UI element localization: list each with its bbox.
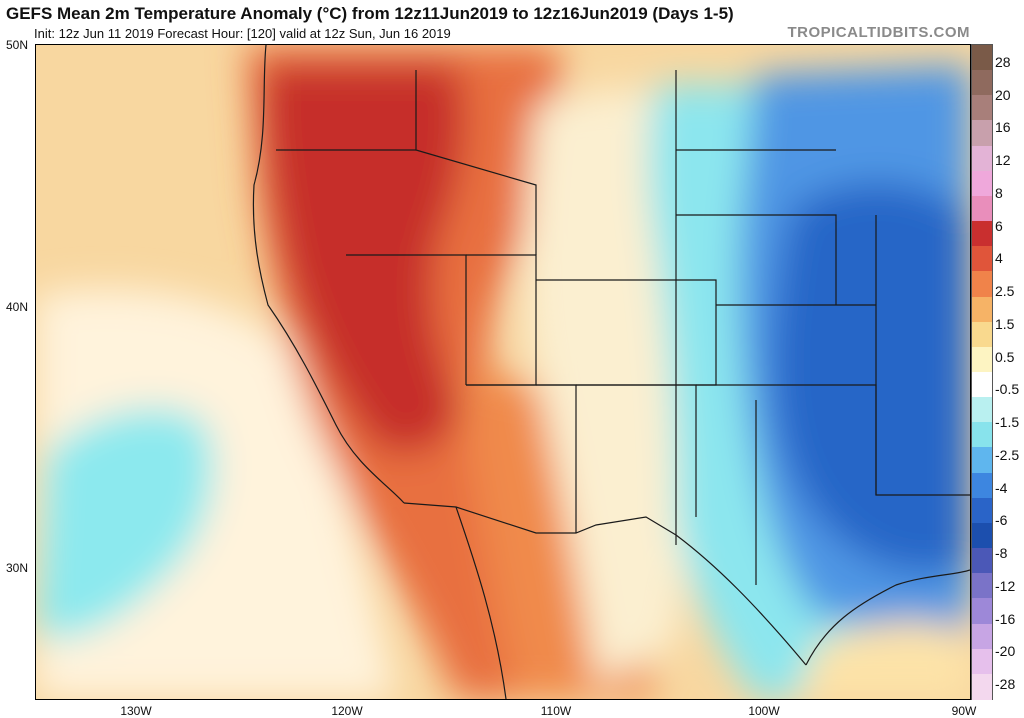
colorbar-swatch [972,321,992,348]
lon-label-130w: 130W [120,704,152,718]
lon-label-110w: 110W [540,704,572,718]
colorbar-swatch [972,497,992,524]
west-coastline [252,45,405,504]
colorbar-swatch [972,472,992,499]
colorbar-swatch [972,422,992,449]
temperature-anomaly-map [35,44,971,700]
colorbar-swatch [972,598,992,625]
colorbar-label: 28 [995,54,1011,70]
lon-label-120w: 120W [331,704,363,718]
map-title: GEFS Mean 2m Temperature Anomaly (°C) fr… [6,4,734,23]
colorbar-label: 12 [995,152,1011,169]
colorbar [971,44,993,700]
colorbar-label: 8 [995,184,1003,201]
colorbar-swatch [972,346,992,373]
colorbar-swatch [972,623,992,650]
colorbar-swatch [972,522,992,549]
lat-label-50n: 50N [6,38,29,52]
colorbar-swatch [972,548,992,574]
colorbar-swatch [972,70,992,96]
colorbar-label: -4 [995,479,1008,496]
colorbar-swatch [972,296,992,323]
colorbar-swatch [972,372,992,398]
gulf-coastline [805,569,970,666]
colorbar-swatch [972,573,992,599]
colorbar-swatch [972,195,992,222]
colorbar-label: -12 [995,577,1016,594]
colorbar-swatch [972,221,992,247]
colorbar-swatch [972,397,992,423]
colorbar-label: 20 [995,86,1011,103]
colorbar-label: -20 [995,643,1016,660]
state-line-east [875,215,970,496]
pacific-cool-patch [36,408,214,639]
west-hot-core [264,65,466,453]
colorbar-label: -16 [995,610,1016,627]
colorbar-swatch [972,145,992,172]
us-mexico-border [403,502,807,666]
colorbar-swatch [972,95,992,122]
colorbar-swatch [972,447,992,474]
colorbar-label: -8 [995,545,1008,562]
colorbar-label: -2.5 [995,446,1020,463]
colorbar-label: 0.5 [995,348,1015,365]
state-line-north [415,70,537,255]
colorbar-label: -28 [995,676,1016,692]
plains-cold-core [772,182,970,573]
lat-label-40n: 40N [6,300,29,314]
brand-watermark[interactable]: TROPICALTIDBITS.COM [787,24,970,41]
colorbar-swatch [972,120,992,147]
map-canvas [36,45,970,699]
lat-label-30n: 30N [6,561,29,575]
colorbar-swatch [972,246,992,272]
colorbar-label: 2.5 [995,283,1015,300]
colorbar-label: -1.5 [995,414,1020,431]
lon-label-100w: 100W [748,704,780,718]
colorbar-swatch [972,271,992,298]
colorbar-label: -6 [995,512,1008,529]
colorbar-swatch [972,648,992,675]
gulf-warm-region [796,621,970,699]
colorbar-label: 6 [995,217,1003,234]
colorbar-swatch [972,45,992,71]
colorbar-swatch [972,170,992,197]
colorbar-label: 4 [995,250,1003,267]
colorbar-swatch [972,673,992,700]
lon-label-90w: 90W [951,704,977,718]
state-borders [252,45,970,699]
map-subtitle: Init: 12z Jun 11 2019 Forecast Hour: [12… [34,26,451,41]
colorbar-label: -0.5 [995,381,1020,398]
state-line-dakotas [676,149,837,305]
baja-coast [455,506,507,699]
colorbar-label: 1.5 [995,315,1015,332]
colorbar-label: 16 [995,119,1011,136]
